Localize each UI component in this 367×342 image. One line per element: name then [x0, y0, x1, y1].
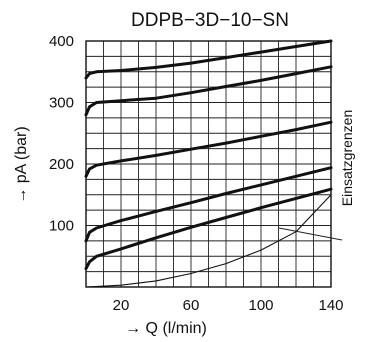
- chart-title: DDPB−3D−10−SN: [131, 10, 289, 31]
- pressure-curve-line-5: [84, 187, 333, 271]
- x-tick-label: 20: [113, 297, 130, 314]
- x-axis-label: → Q (l/min): [125, 320, 207, 337]
- y-tick-label: 300: [49, 95, 74, 112]
- y-tick-label: 100: [49, 218, 74, 235]
- y-tick-label: 400: [49, 33, 74, 50]
- series-group: [84, 39, 333, 288]
- y-tick-labels: 100 200 300 400: [49, 33, 74, 235]
- limit-curve-line: [85, 194, 332, 288]
- grid: [86, 41, 331, 287]
- pressure-curve-line-4: [84, 166, 333, 243]
- plot-frame: [85, 40, 332, 288]
- pressure-curve-line-1: [84, 39, 333, 80]
- x-tick-labels: 20 60 100 140: [113, 297, 344, 314]
- x-tick-label: 60: [183, 297, 200, 314]
- x-tick-label: 100: [248, 297, 273, 314]
- annotation-label: Einsatzgrenzen: [339, 110, 355, 207]
- pressure-curve-line-3: [84, 120, 333, 178]
- y-axis-label: → pA (bar): [13, 126, 30, 203]
- pressure-curve-line-2: [84, 65, 333, 117]
- y-tick-label: 200: [49, 156, 74, 173]
- x-tick-label: 140: [318, 297, 343, 314]
- annotation-leader-line: [278, 227, 343, 241]
